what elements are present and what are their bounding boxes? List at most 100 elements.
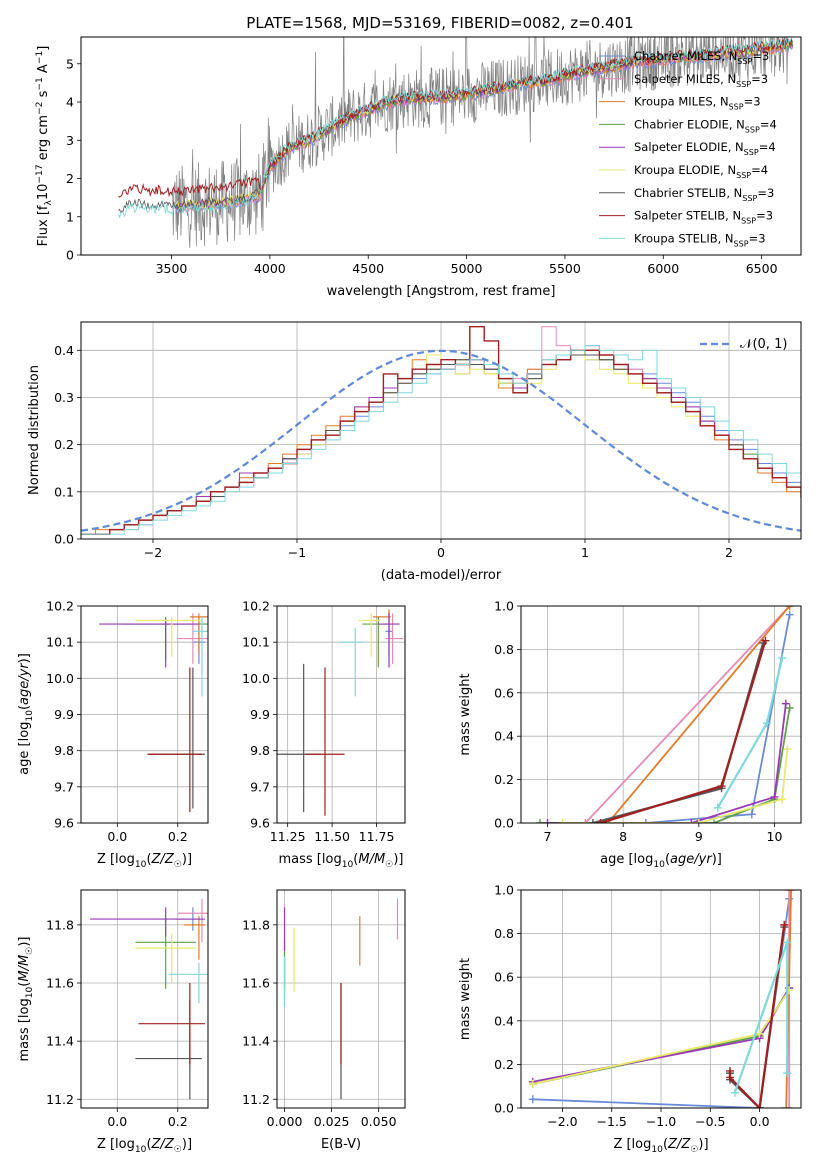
y-axis-label-part: A bbox=[36, 64, 51, 77]
y-tick-label: 0.2 bbox=[54, 437, 74, 452]
panel-err5: 0.0 0.211.211.411.611.8Z [log10(Z/Z☉)]mas… bbox=[17, 889, 209, 1155]
y-tick-label: 11.4 bbox=[242, 1034, 270, 1049]
y-tick-label: 10.0 bbox=[242, 671, 270, 686]
y-tick-label: 0.3 bbox=[54, 390, 74, 405]
mass-weight-marker bbox=[581, 819, 590, 823]
mass-weight-marker bbox=[785, 890, 794, 894]
y-tick-label: 9.9 bbox=[250, 707, 270, 722]
mass-weight-marker bbox=[785, 1104, 794, 1108]
x-tick-label: 0.2 bbox=[168, 1114, 188, 1129]
plot-area-err2 bbox=[99, 613, 208, 813]
mass-weight-marker bbox=[687, 819, 696, 823]
legend-label-part: SSP bbox=[741, 217, 756, 226]
mass-weight-marker bbox=[785, 610, 794, 619]
x-axis-label-part: ☉ bbox=[174, 1145, 182, 1155]
y-tick-label: 9.7 bbox=[54, 779, 74, 794]
x-axis-label-part: ( bbox=[665, 852, 670, 867]
legend-label-part: Chabrier STELIB, N bbox=[634, 186, 742, 200]
y-axis-label-part: M/M bbox=[17, 955, 32, 982]
mass-weight-marker bbox=[783, 1069, 792, 1078]
legend-label-part: SSP bbox=[729, 103, 744, 112]
y-axis-label-part: 10 bbox=[36, 184, 51, 201]
legend-label: 𝒩(0, 1) bbox=[740, 337, 787, 352]
y-tick-label: 11.2 bbox=[46, 1092, 74, 1107]
legend-label-part: Kroupa MILES, N bbox=[634, 95, 729, 109]
legend-label-part: Salpeter ELODIE, N bbox=[634, 140, 744, 154]
legend-label: Kroupa MILES, NSSP=3 bbox=[634, 95, 761, 112]
x-tick-label: 11.25 bbox=[270, 829, 306, 844]
axes-frame bbox=[80, 321, 802, 540]
x-axis-label: Z [log10(Z/Z☉)] bbox=[97, 1137, 192, 1155]
x-tick-label: 0.050 bbox=[361, 1114, 397, 1129]
y-tick-label: 9.6 bbox=[54, 816, 74, 831]
mass-weight-line bbox=[607, 606, 791, 823]
axes-frame bbox=[80, 605, 209, 824]
x-axis-label-part: )] bbox=[182, 852, 192, 867]
x-tick-label: −2.0 bbox=[547, 1114, 577, 1129]
model-spectrum-line bbox=[175, 39, 793, 211]
mass-weight-marker bbox=[528, 1095, 537, 1104]
x-tick-label: 0.0 bbox=[107, 829, 127, 844]
y-tick-label: 11.6 bbox=[242, 976, 270, 991]
model-spectrum-line bbox=[118, 38, 793, 214]
y-tick-label: 0 bbox=[66, 248, 74, 263]
x-tick-label: 0.000 bbox=[267, 1114, 303, 1129]
mass-weight-marker bbox=[762, 719, 771, 728]
x-axis-label-part: M/M bbox=[358, 852, 385, 867]
x-axis-label-part: )] bbox=[698, 1137, 708, 1152]
y-axis-label-part: ( bbox=[17, 982, 32, 987]
y-axis-label-part: 10 bbox=[25, 710, 35, 722]
y-tick-label: 0.8 bbox=[494, 926, 514, 941]
mass-weight-line bbox=[733, 941, 789, 1094]
x-axis-label-part: Z [log bbox=[613, 1137, 651, 1152]
y-tick-label: 0.0 bbox=[494, 1101, 514, 1116]
y-tick-label: 1 bbox=[66, 209, 74, 224]
y-tick-label: 0.6 bbox=[494, 970, 514, 985]
panel-err2: 0.0 0.29.69.79.89.910.010.110.2Z [log10(Z… bbox=[17, 599, 209, 870]
y-axis-label-part: )] bbox=[17, 937, 32, 947]
y-tick-label: 0.4 bbox=[494, 729, 514, 744]
legend-label-part: =3 bbox=[744, 95, 761, 109]
x-axis-label-part: Z [log bbox=[97, 1137, 135, 1152]
x-tick-label: 4500 bbox=[352, 261, 384, 276]
y-tick-label: 10.1 bbox=[242, 635, 270, 650]
mass-weight-marker bbox=[755, 1029, 764, 1038]
y-tick-label: 2 bbox=[66, 171, 74, 186]
legend-label-part: Chabrier ELODIE, N bbox=[634, 117, 745, 131]
x-tick-label: 0.2 bbox=[168, 829, 188, 844]
y-axis-label-part: s bbox=[36, 90, 51, 101]
mass-weight-marker bbox=[717, 782, 726, 791]
mass-weight-marker bbox=[726, 1073, 735, 1082]
mass-weight-line bbox=[584, 606, 791, 823]
y-axis-label: age [log10(age/yr)] bbox=[17, 653, 35, 775]
panel-hist: −2 −1 0 1 2 0.0 0.1 0.2 0.3 0.4 𝒩(0, 1) (data-model… bbox=[27, 321, 802, 583]
legend-label-part: =3 bbox=[757, 186, 774, 200]
y-axis-label-part: 10 bbox=[25, 987, 35, 999]
y-tick-label: 10.2 bbox=[242, 599, 270, 614]
y-tick-label: 0.0 bbox=[54, 532, 74, 547]
x-tick-label: 6000 bbox=[647, 261, 679, 276]
mass-weight-marker bbox=[783, 938, 792, 947]
histogram-step-line bbox=[81, 326, 801, 535]
x-axis-label-part: Z/Z bbox=[667, 1137, 691, 1152]
legend-label-part: SSP bbox=[737, 57, 752, 66]
y-axis-label-part: −1 bbox=[35, 77, 45, 90]
mass-weight-line bbox=[600, 640, 767, 823]
y-axis-label-part: λ bbox=[44, 200, 54, 206]
x-tick-label: 9 bbox=[695, 829, 703, 844]
legend-label-part: Salpeter MILES, N bbox=[634, 72, 736, 86]
x-tick-label: 0.0 bbox=[107, 1114, 127, 1129]
x-axis-label-part: ( bbox=[146, 1137, 151, 1152]
mass-weight-marker bbox=[761, 636, 770, 645]
x-axis-label-part: 10 bbox=[135, 1145, 147, 1155]
axes-frame bbox=[80, 889, 209, 1109]
legend-label: Chabrier ELODIE, NSSP=4 bbox=[634, 117, 777, 134]
y-axis-label-part: Flux [f bbox=[36, 205, 51, 246]
histogram-step-line bbox=[81, 345, 801, 535]
y-axis-label-part: −17 bbox=[35, 164, 45, 183]
plot-area-err3 bbox=[277, 609, 404, 816]
model-spectrum-line bbox=[118, 37, 793, 219]
legend-label-part: =3 bbox=[751, 72, 768, 86]
x-tick-label: 6500 bbox=[746, 261, 778, 276]
